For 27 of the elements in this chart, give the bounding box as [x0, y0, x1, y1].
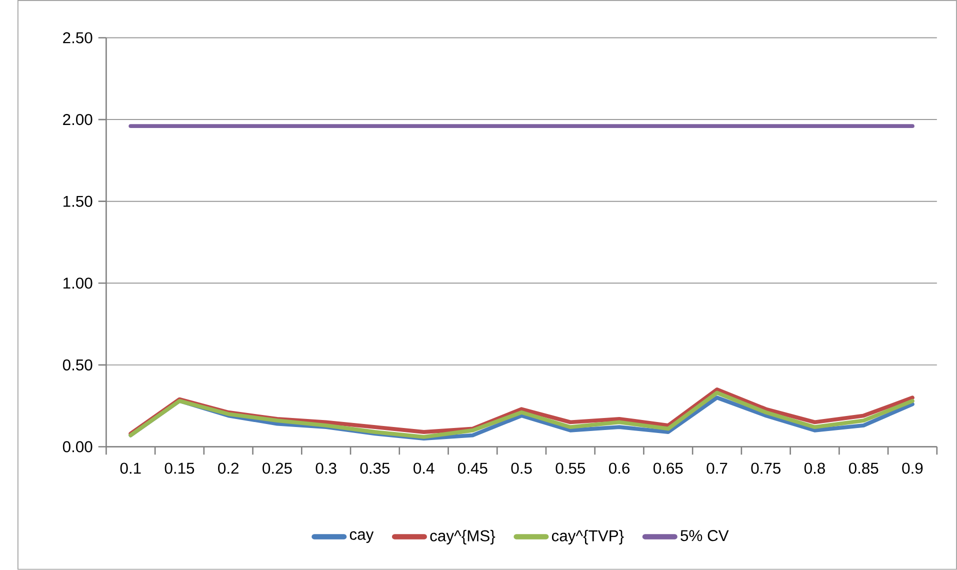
x-tick-label: 0.6	[608, 462, 630, 474]
x-tick-label: 0.75	[751, 462, 780, 474]
y-tick-label: 0.50	[62, 359, 92, 371]
legend-label: 5% CV	[680, 530, 729, 542]
y-tick-label: 1.50	[64, 196, 92, 207]
x-tick-label: 0.15	[164, 462, 194, 474]
x-tick-label: 0.8	[804, 462, 825, 474]
legend-label: cay^{TVP}	[552, 530, 624, 545]
x-tick-label: 0.35	[360, 462, 390, 474]
x-tick-label: 0.85	[848, 462, 878, 474]
legend-label: cay^{MS}	[430, 530, 496, 545]
x-tick-label: 0.1	[120, 462, 141, 474]
y-tick-label: 1.00	[64, 278, 92, 289]
x-tick-label: 0.2	[218, 462, 238, 474]
x-tick-label: 0.25	[262, 462, 292, 474]
x-tick-label: 0.55	[556, 462, 586, 474]
x-tick-label: 0.9	[902, 462, 923, 474]
legend-label: cay	[350, 531, 374, 544]
x-tick-label: 0.3	[316, 462, 336, 474]
x-tick-label: 0.5	[511, 462, 532, 474]
x-tick-label: 0.7	[706, 462, 728, 474]
y-tick-label: 0.00	[62, 441, 92, 452]
y-tick-label: 2.00	[63, 114, 92, 126]
x-tick-label: 0.65	[653, 462, 683, 474]
x-tick-label: 0.4	[414, 462, 434, 474]
y-tick-label: 2.50	[63, 32, 92, 44]
x-tick-label: 0.45	[458, 462, 488, 474]
